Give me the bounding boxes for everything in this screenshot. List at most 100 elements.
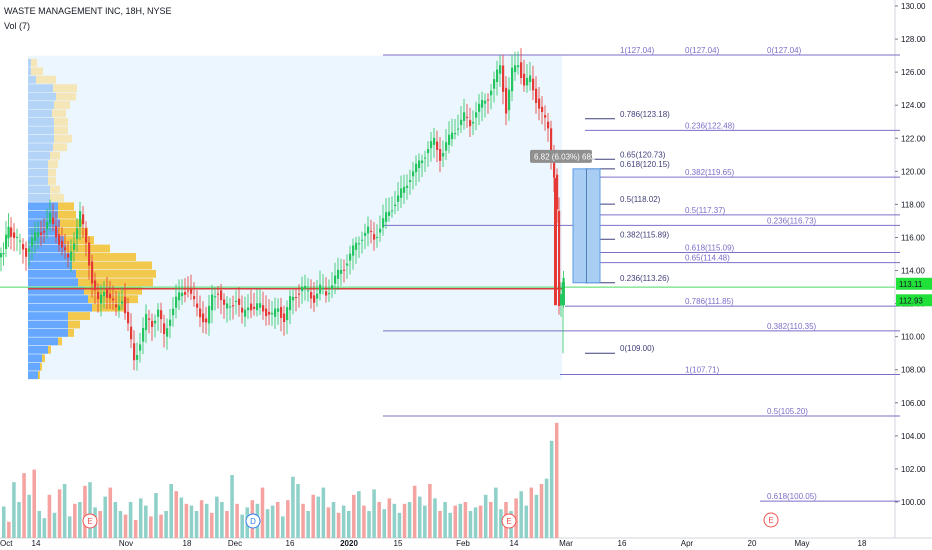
volume-bar <box>88 482 92 538</box>
candle-body <box>265 308 268 317</box>
candle-body <box>493 79 496 89</box>
volume-bar <box>240 514 244 538</box>
measure-label: 6.82 (6.03%) 682 <box>534 152 596 161</box>
volume-bar <box>433 498 437 538</box>
candle-body <box>424 157 427 159</box>
candle-body <box>247 307 250 311</box>
candle-body <box>274 308 277 317</box>
volume-bar <box>204 503 209 538</box>
candle-body <box>34 232 37 241</box>
volume-bar <box>281 516 285 538</box>
candle-body <box>280 306 283 318</box>
vp-row-up <box>28 92 56 101</box>
candle-body <box>82 214 85 225</box>
earnings-marker <box>82 513 98 529</box>
vp-row-down <box>68 320 80 329</box>
earnings-marker <box>501 513 517 529</box>
candle-body <box>19 240 22 242</box>
volume-bar <box>499 509 503 538</box>
vp-row-up <box>28 261 72 270</box>
candle-body <box>49 213 52 224</box>
candle-body <box>169 319 172 326</box>
candle-body <box>157 309 160 317</box>
volume-bar <box>123 514 128 538</box>
candle-body <box>31 237 34 247</box>
vp-row-down <box>58 202 74 211</box>
price-tick-label: 110.00 <box>901 333 925 342</box>
candle-body <box>442 153 445 157</box>
volume-bar <box>52 512 57 538</box>
candle-body <box>349 253 352 261</box>
volume-bar <box>473 507 478 538</box>
vp-row-up <box>28 75 36 84</box>
volume-bar <box>174 491 179 538</box>
candle-body <box>100 294 103 304</box>
candle-body <box>529 75 532 83</box>
candle-body <box>46 221 49 230</box>
candle-body <box>259 303 262 308</box>
candle-body <box>400 188 403 198</box>
volume-bar <box>138 498 143 538</box>
candle-body <box>244 309 247 317</box>
candle-body <box>337 269 340 279</box>
candle-body <box>391 210 394 212</box>
candle-body <box>175 296 178 308</box>
time-tick-label: 18 <box>183 539 192 548</box>
volume-bar <box>336 512 341 538</box>
candle-body <box>409 180 412 183</box>
time-tick-label: Mar <box>559 539 573 548</box>
price-tick-label: 126.00 <box>901 68 926 77</box>
candle-body <box>76 228 79 240</box>
candle-body <box>550 128 553 156</box>
candle-body <box>22 244 25 250</box>
vp-row-down <box>48 160 58 169</box>
fib-label: 0.382(119.65) <box>685 168 735 177</box>
fib-label: 0.5(118.02) <box>620 195 661 204</box>
vp-row-up <box>28 67 31 76</box>
vp-row-down <box>36 75 56 84</box>
fib-label: 0.65(120.73) <box>620 150 666 159</box>
last-price-label: 113.11 <box>899 280 923 289</box>
volume-bar <box>128 502 133 538</box>
candle-body <box>535 88 538 104</box>
vp-row-up <box>28 253 72 261</box>
vp-row-up <box>28 329 68 337</box>
measure-tool[interactable]: 6.82 (6.03%) 682 <box>530 149 601 284</box>
vp-row-up <box>28 117 54 126</box>
time-tick-label: 20 <box>748 539 757 548</box>
fib-label: 0.786(111.85) <box>685 297 734 306</box>
candle-body <box>79 211 82 227</box>
candle-body <box>558 211 561 306</box>
candle-body <box>0 253 3 258</box>
vp-row-down <box>76 269 156 278</box>
candle-body <box>448 134 451 145</box>
candle-body <box>554 177 557 306</box>
candle-body <box>511 67 514 92</box>
vp-row-down <box>56 92 76 101</box>
fib-label: 0.5(117.37) <box>685 206 726 215</box>
candle-body <box>295 296 298 298</box>
candle-body <box>460 119 463 126</box>
vp-row-up <box>28 320 68 329</box>
candle-body <box>160 310 163 320</box>
price-axis[interactable]: 130.00 128.00 126.00 124.00 122.00 120.00 118.… <box>895 2 932 507</box>
volume-bar <box>144 505 148 538</box>
volume-bar <box>260 487 265 538</box>
price-tick-label: 106.00 <box>901 399 926 408</box>
volume-bar <box>215 496 219 538</box>
vp-row-up <box>28 58 31 67</box>
vp-row-up <box>28 109 52 118</box>
candle-body <box>37 232 40 237</box>
candle-body <box>271 312 274 315</box>
candle-body <box>304 285 307 289</box>
price-tick-label: 114.00 <box>901 267 925 276</box>
candle-body <box>85 228 88 243</box>
volume-bar <box>458 503 463 538</box>
price-tick-label: 120.00 <box>901 167 926 176</box>
time-axis[interactable]: Oct 14 Nov 18 Dec 16 2020 15 Feb 14 Mar 16 Apr 20 May 1… <box>0 539 867 548</box>
vp-row-down <box>58 337 62 346</box>
candle-body <box>127 311 130 324</box>
volume-bar <box>514 498 518 538</box>
